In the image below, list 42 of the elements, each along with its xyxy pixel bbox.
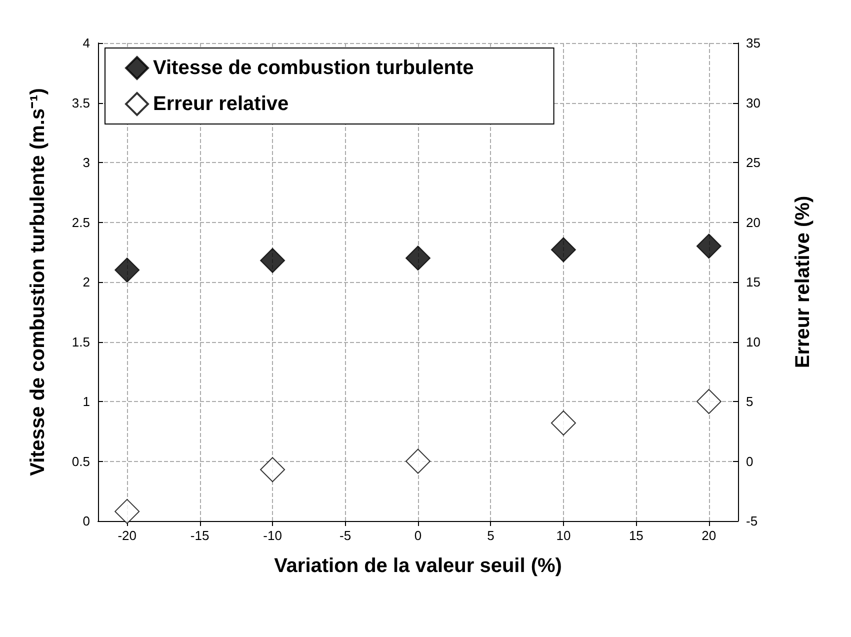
- y2-tick-label: 0: [746, 454, 754, 469]
- point: [696, 234, 722, 259]
- y-tick-label: 3: [82, 155, 90, 170]
- x-tick-label: -5: [339, 528, 352, 543]
- point: [406, 246, 430, 271]
- y-tick-label: 2.5: [72, 214, 90, 230]
- y2-tick-label: 10: [746, 334, 760, 350]
- y-tick-label: 4: [82, 36, 90, 50]
- point: [260, 248, 286, 273]
- y-tick-label: 0.5: [72, 454, 90, 469]
- y2-tick-label: 25: [746, 155, 760, 170]
- point: [114, 498, 140, 524]
- y-tick-label: 3.5: [72, 95, 90, 110]
- y-tick-label: 1.5: [72, 334, 90, 350]
- legend-label: Vitesse de combustion turbulente: [153, 57, 474, 79]
- y2-tick-label: -5: [746, 514, 758, 528]
- point: [260, 457, 286, 482]
- x-tick-label: 0: [414, 528, 422, 543]
- y2-tick-label: 5: [746, 394, 754, 409]
- y2-tick-label: 15: [746, 274, 760, 290]
- x-tick-label: -15: [190, 528, 210, 543]
- x-tick-label: 15: [628, 528, 644, 543]
- point: [406, 448, 430, 474]
- y2-tick-label: 20: [746, 214, 760, 230]
- point: [696, 389, 722, 414]
- legend-label: Erreur relative: [153, 93, 289, 115]
- x-tick-label: -10: [263, 528, 282, 543]
- x-tick-label: 20: [702, 528, 716, 543]
- point: [114, 258, 140, 283]
- x-tick-label: 5: [487, 528, 494, 543]
- y2-axis-title: Erreur relative (%): [792, 196, 814, 368]
- y-tick-label: 2: [82, 274, 90, 290]
- y-tick-label: 0: [82, 514, 90, 528]
- point: [550, 237, 576, 262]
- y2-tick-label: 30: [746, 95, 760, 110]
- y-tick-label: 1: [82, 394, 90, 409]
- x-axis-title: Variation de la valeur seuil (%): [274, 555, 562, 577]
- x-tick-label: -20: [118, 528, 136, 543]
- y2-tick-label: 35: [746, 36, 760, 50]
- y-axis-title: Vitesse de combustion turbulente (m.s⁻¹): [27, 88, 49, 476]
- x-tick-label: 10: [556, 528, 571, 543]
- point: [550, 410, 576, 436]
